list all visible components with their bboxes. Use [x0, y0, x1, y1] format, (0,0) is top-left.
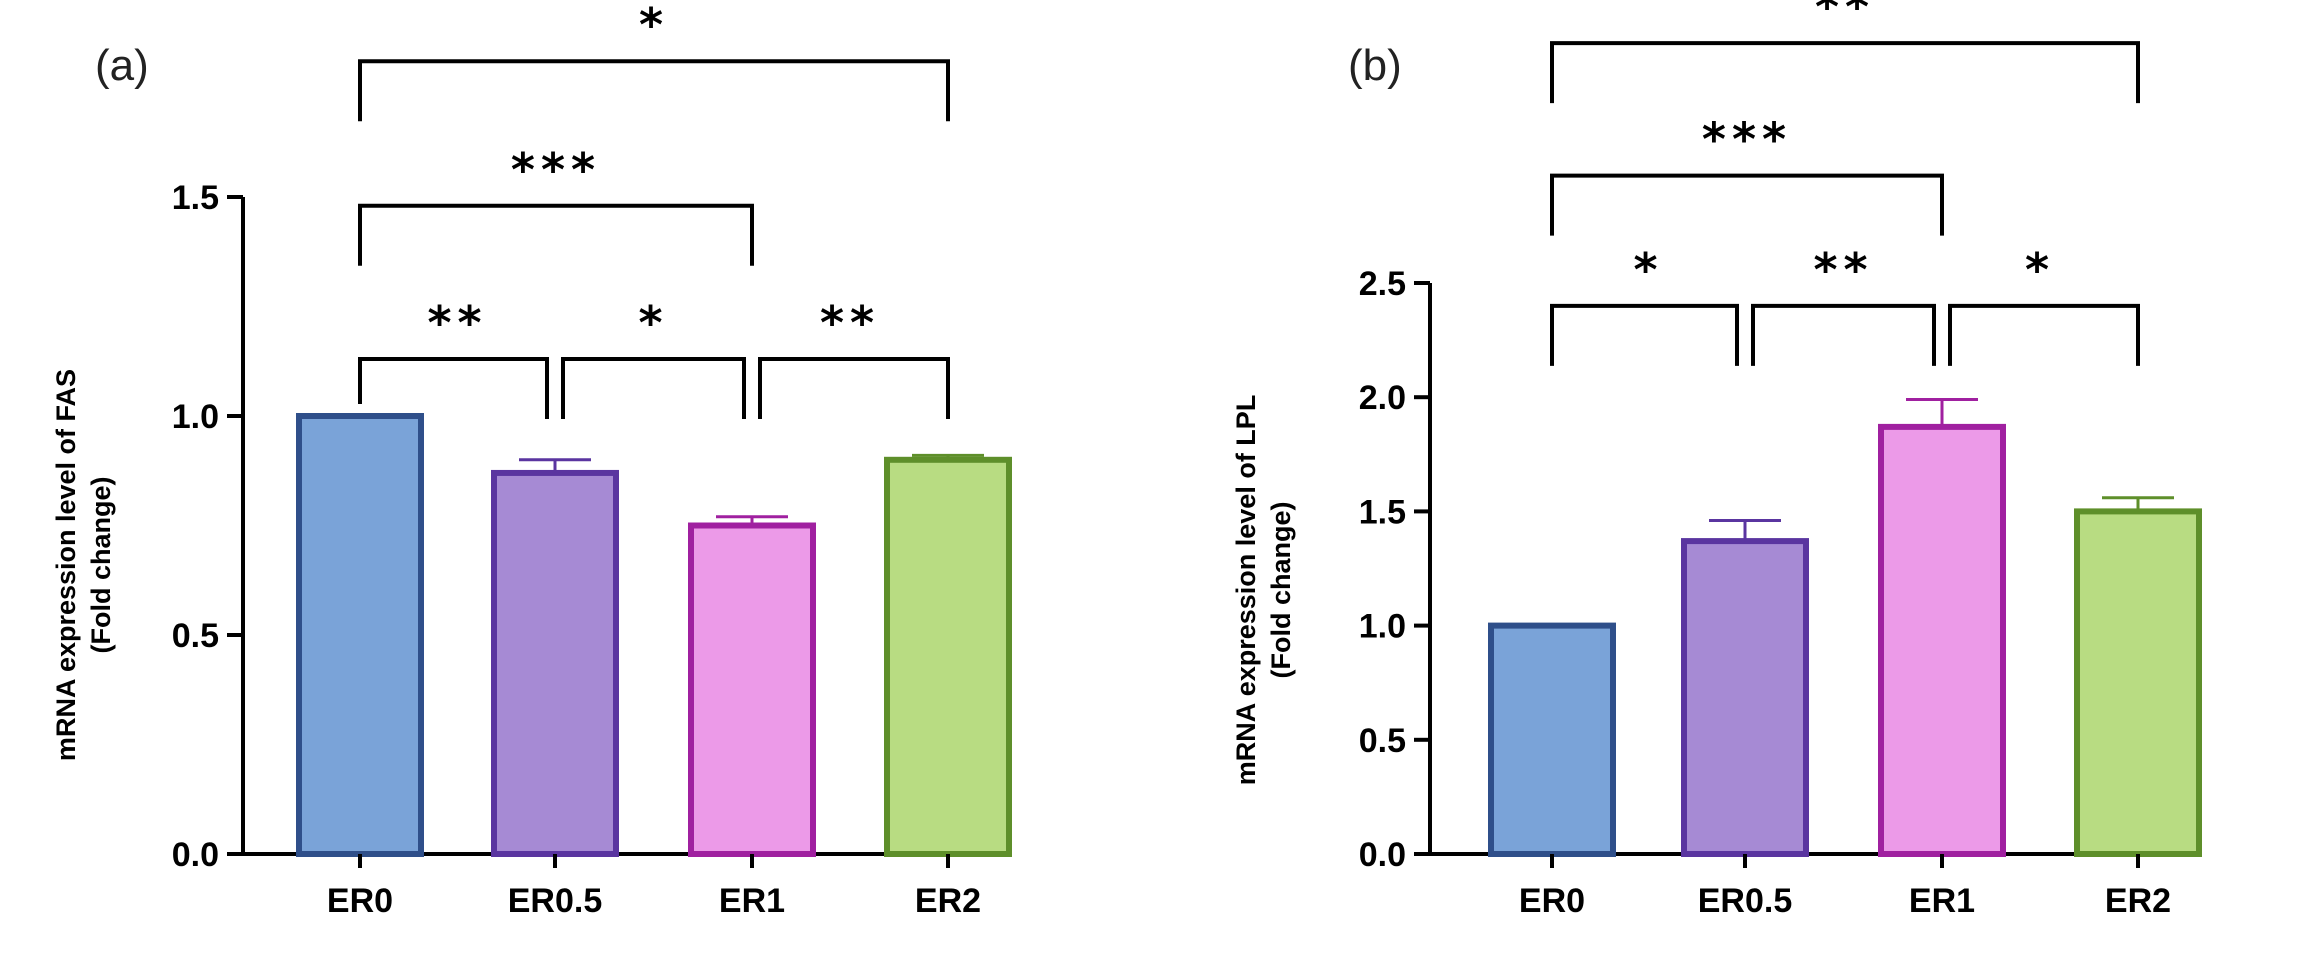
panel-a-bar-er1: [688, 522, 816, 857]
panel-b-category-label: ER0.5: [1698, 882, 1793, 920]
panel-a-sig-bracket: [358, 203, 754, 266]
panel-a-significance: ** * ******: [358, 0, 950, 420]
panel-b-label: (b): [1348, 41, 1402, 90]
panel-b-categories: ER0 ER0.5 ER1 ER2: [1519, 854, 2171, 920]
panel-b-sig-label: ***: [1702, 113, 1792, 167]
panel-a-category-label: ER1: [719, 882, 785, 920]
panel-b-category-label: ER2: [2105, 882, 2171, 920]
panel-a-label: (a): [95, 41, 149, 90]
panel-b-sig-bracket: [1751, 303, 1936, 366]
panel-a-ylabel-line1: mRNA expression level of FAS: [51, 369, 81, 761]
panel-a-categories: ER0 ER0.5 ER1 ER2: [327, 854, 981, 920]
panel-a-sig-bracket: [358, 59, 950, 122]
panel-a-ytick-label: 0.0: [172, 836, 219, 874]
panel-b-sig-bracket: [1550, 41, 2140, 104]
panel-a-bars: [296, 413, 1012, 857]
panel-a-ytick-label: 1.0: [172, 398, 219, 436]
panel-b-ytick-label: 1.5: [1359, 493, 1406, 531]
panel-b-sig-label: **: [1813, 243, 1873, 297]
panel-b-ytick-label: 1.0: [1359, 608, 1406, 646]
panel-a-ytick-label: 0.5: [172, 617, 219, 655]
panel-a: (a) mRNA expression level of FAS (Fold c…: [51, 0, 1012, 920]
panel-a-sig-label: **: [820, 296, 880, 350]
panel-b-sig-label: *: [2025, 243, 2055, 297]
panel-a-bar-er2: [884, 456, 1012, 857]
panel-b-bars: [1488, 397, 2202, 857]
panel-b-ytick-label: 0.0: [1359, 836, 1406, 874]
panel-b-yticks: 0.0 0.5 1.0 1.5 2.0 2.5: [1359, 265, 2200, 874]
panel-a-sig-bracket: [561, 357, 746, 420]
panel-b: (b) mRNA expression level of LPL (Fold c…: [1231, 0, 2202, 920]
panel-b-ytick-label: 0.5: [1359, 722, 1406, 760]
panel-b-sig-bracket: [1550, 173, 1944, 236]
panel-a-bar-er0: [296, 413, 424, 857]
panel-a-ylabel-line2: (Fold change): [86, 477, 116, 654]
panel-b-sig-bracket: [1948, 303, 2140, 366]
panel-b-sig-bracket: [1550, 303, 1739, 366]
panel-b-sig-label: **: [1815, 0, 1875, 34]
panel-a-category-label: ER0: [327, 882, 393, 920]
panel-b-ylabel-line1: mRNA expression level of LPL: [1231, 395, 1261, 786]
panel-a-sig-label: *: [639, 0, 669, 52]
panel-a-sig-label: **: [427, 296, 487, 350]
panel-b-significance: * ** ******: [1550, 0, 2140, 366]
panel-a-category-label: ER2: [915, 882, 981, 920]
panel-b-bar-er0.5: [1681, 538, 1809, 857]
panel-b-bar-er1: [1878, 423, 2006, 857]
panel-a-ytick-label: 1.5: [172, 179, 219, 217]
panel-b-ylabel-line2: (Fold change): [1266, 502, 1296, 679]
panel-b-sig-label: *: [1633, 243, 1663, 297]
panel-a-sig-bracket: [758, 357, 950, 420]
panel-b-category-label: ER1: [1909, 882, 1975, 920]
panel-a-sig-bracket: [358, 357, 549, 420]
panel-a-category-label: ER0.5: [508, 882, 603, 920]
panel-b-bar-er2: [2074, 508, 2202, 857]
panel-b-ytick-label: 2.5: [1359, 265, 1406, 303]
panel-a-sig-label: ***: [511, 143, 601, 197]
panel-a-bar-er0.5: [491, 469, 619, 857]
panel-a-sig-label: *: [638, 296, 668, 350]
panel-b-category-label: ER0: [1519, 882, 1585, 920]
panel-b-ytick-label: 2.0: [1359, 379, 1406, 417]
panel-b-bar-er0: [1488, 622, 1616, 857]
